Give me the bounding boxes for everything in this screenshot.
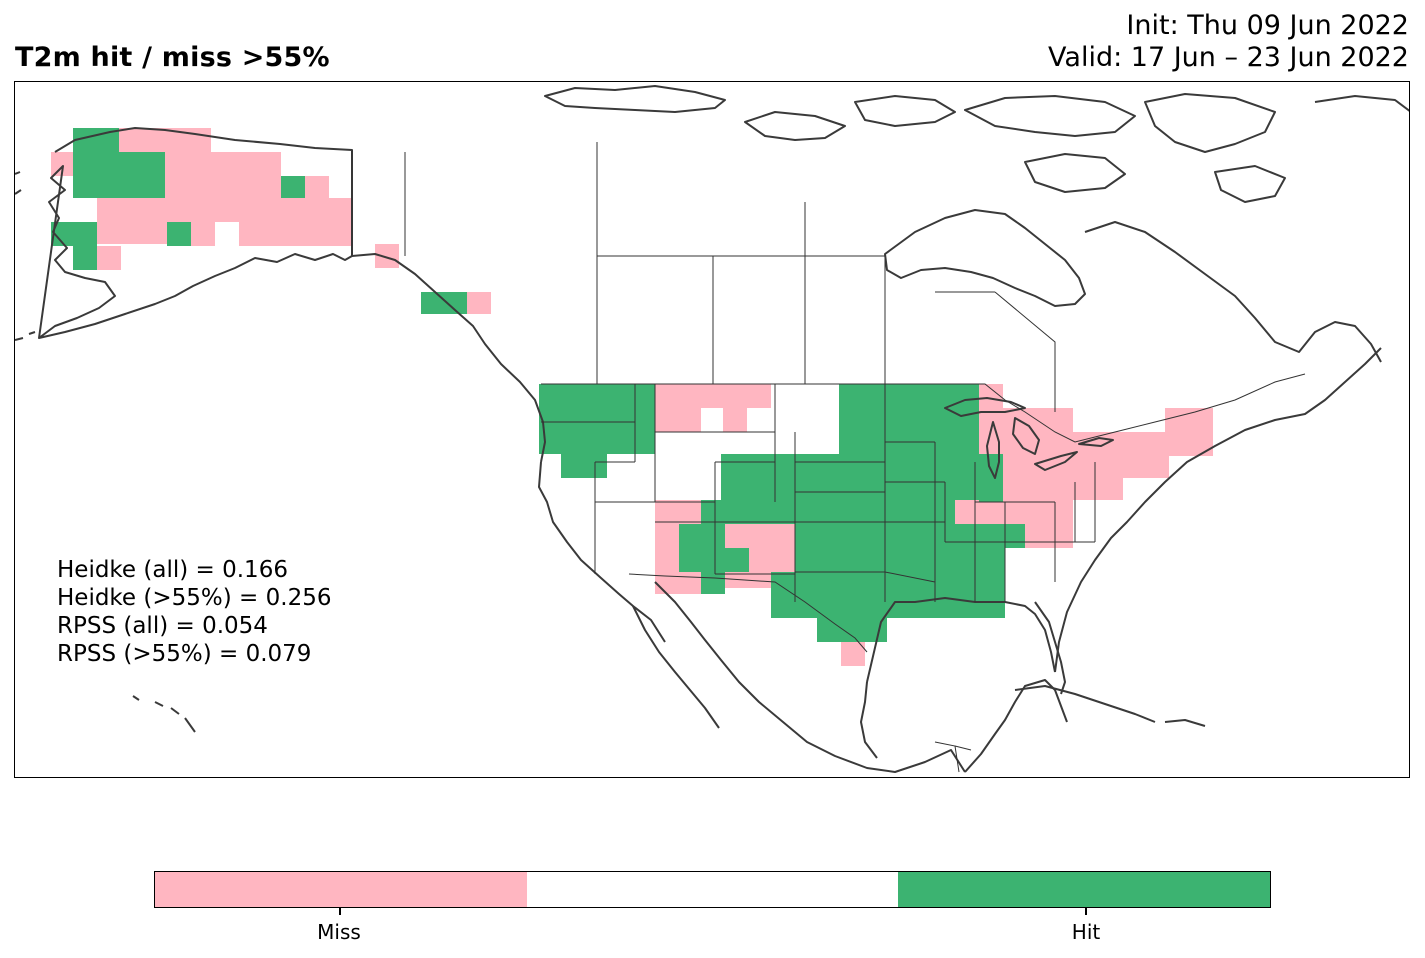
us-mexico-border [628, 573, 868, 653]
colorbar-miss-segment [155, 872, 527, 907]
miss-cell [191, 222, 215, 246]
hit-cell [73, 246, 97, 270]
hit-cell [51, 222, 97, 246]
alaska-coastline [38, 127, 353, 339]
miss-cell [1123, 454, 1169, 478]
valid-date: Valid: 17 Jun – 23 Jun 2022 [1048, 42, 1409, 73]
map-title: T2m hit / miss >55% [15, 42, 330, 73]
hit-cell [281, 176, 305, 200]
miss-cell [655, 524, 679, 572]
aleutians [15, 171, 36, 341]
date-info: Init: Thu 09 Jun 2022 Valid: 17 Jun – 23… [1048, 10, 1409, 74]
hispaniola [1164, 719, 1206, 727]
hit-cell [931, 572, 1003, 618]
miss-cell [119, 128, 211, 152]
hit-cell [955, 524, 1025, 548]
colorbar-neutral-segment [526, 872, 899, 907]
lake-erie [1034, 451, 1078, 471]
hit-cell [817, 618, 887, 642]
miss-cell [841, 642, 865, 666]
us-state-borders [541, 384, 1096, 602]
rpss-55: RPSS (>55%) = 0.079 [57, 641, 312, 667]
miss-cell [655, 500, 701, 524]
hit-cell [839, 384, 979, 454]
heidke-all: Heidke (all) = 0.166 [57, 557, 288, 583]
labrador-coast [1084, 221, 1382, 363]
colorbar-tick-hit [1085, 908, 1087, 915]
hit-cell [955, 548, 1003, 572]
miss-cell [655, 572, 701, 594]
florida [1034, 601, 1066, 695]
hit-cell [73, 152, 165, 198]
heidke-55: Heidke (>55%) = 0.256 [57, 585, 332, 611]
miss-cell [167, 198, 353, 222]
miss-cell [655, 384, 771, 408]
lake-huron [1012, 417, 1040, 455]
miss-cell [1073, 432, 1213, 456]
hit-cell [701, 572, 725, 594]
grid-cells [51, 128, 1213, 666]
miss-cell [165, 152, 211, 176]
borders [351, 142, 1306, 773]
init-date: Init: Thu 09 Jun 2022 [1126, 10, 1409, 41]
gulf-coast [860, 597, 1068, 773]
map-panel [14, 81, 1410, 778]
rpss-all: RPSS (all) = 0.054 [57, 613, 268, 639]
hit-cell [679, 524, 725, 572]
colorbar-tick-miss [339, 908, 341, 915]
miss-cell [211, 152, 281, 176]
lake-michigan [986, 421, 1000, 479]
cuba [1014, 685, 1156, 723]
hit-cell [561, 454, 607, 478]
colorbar-hit-segment [898, 872, 1271, 907]
atlantic-coast [1054, 347, 1382, 673]
miss-cell [1025, 524, 1073, 548]
miss-cell [1165, 408, 1213, 432]
miss-cell [97, 246, 121, 270]
hudson-bay [884, 209, 1086, 307]
hit-cell [167, 222, 191, 246]
colorbar-label-miss: Miss [317, 920, 361, 944]
lake-ontario [1078, 437, 1114, 447]
hit-cell [721, 454, 979, 524]
central-america-borders [934, 741, 972, 773]
lake-superior [944, 397, 1026, 417]
colorbar-label-hit: Hit [1071, 920, 1101, 944]
baja-peninsula [632, 605, 720, 729]
miss-cell [655, 408, 701, 432]
hit-cell [421, 292, 467, 314]
miss-cell [211, 176, 281, 200]
miss-cell [97, 222, 167, 244]
map-canvas [15, 85, 1409, 773]
miss-cell [749, 524, 795, 572]
arctic-islands [544, 85, 1409, 203]
miss-cell [467, 292, 491, 314]
hit-cell [725, 548, 749, 572]
miss-cell [239, 222, 353, 246]
pacific-northwest-coast [351, 253, 546, 463]
miss-cell [1003, 454, 1123, 500]
skill-scores: Heidke (all) = 0.166 Heidke (>55%) = 0.2… [57, 556, 331, 668]
miss-cell [305, 176, 329, 200]
colorbar [154, 871, 1271, 908]
miss-cell [723, 408, 747, 432]
miss-cell [725, 524, 749, 548]
hawaii [132, 695, 196, 733]
us-west-coast [538, 461, 666, 643]
hit-cell [539, 384, 655, 454]
coastlines [15, 85, 1409, 773]
canada-provinces [404, 142, 1056, 412]
mexico-pacific-coast [654, 581, 966, 773]
us-canada-border [541, 373, 1306, 443]
